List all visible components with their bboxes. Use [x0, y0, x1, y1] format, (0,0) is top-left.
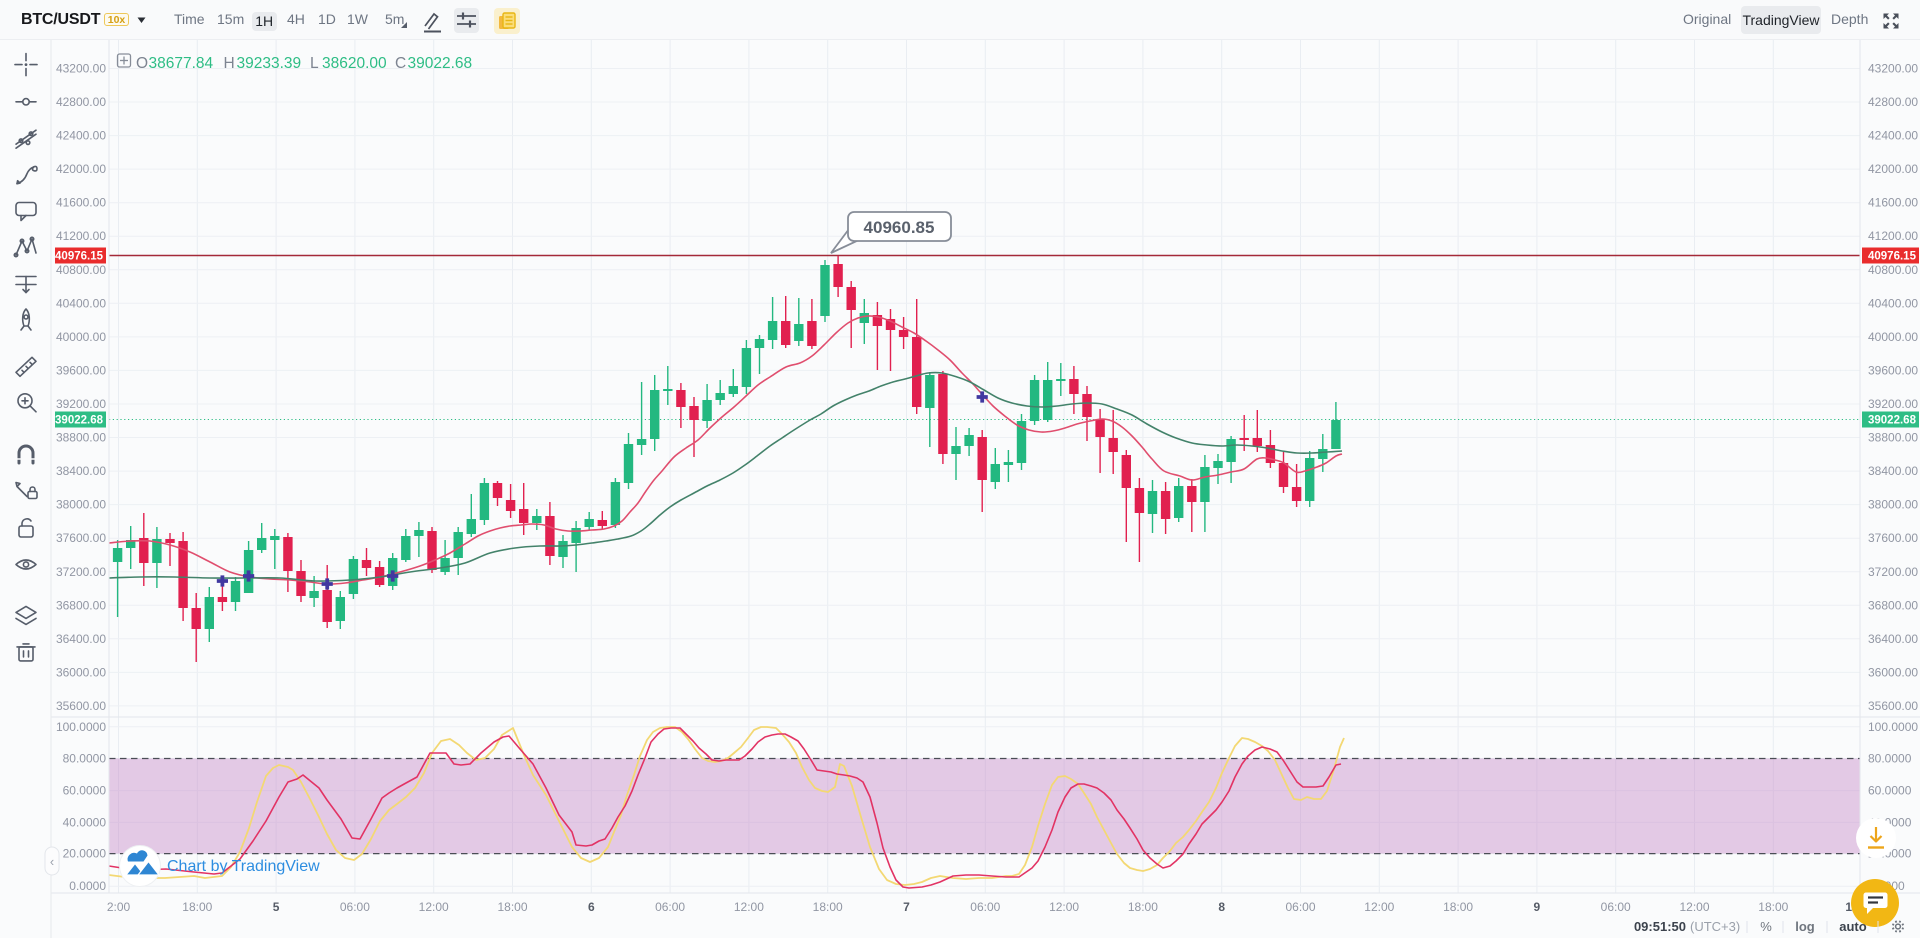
svg-text:18:00: 18:00 — [1443, 900, 1473, 914]
svg-text:38400.00: 38400.00 — [56, 464, 106, 478]
svg-text:06:00: 06:00 — [1285, 900, 1315, 914]
svg-text:37600.00: 37600.00 — [1868, 531, 1918, 545]
svg-text:36000.00: 36000.00 — [1868, 665, 1918, 679]
svg-text:42400.00: 42400.00 — [56, 129, 106, 143]
svg-text:18:00: 18:00 — [182, 900, 212, 914]
svg-text:42000.00: 42000.00 — [1868, 162, 1918, 176]
svg-text:12:00: 12:00 — [1679, 900, 1709, 914]
svg-text:39233.39: 39233.39 — [237, 55, 302, 72]
svg-text:12:00: 12:00 — [1049, 900, 1079, 914]
svg-text:38677.84: 38677.84 — [149, 55, 214, 72]
svg-text:Chart by TradingView: Chart by TradingView — [167, 858, 320, 875]
svg-text:06:00: 06:00 — [1601, 900, 1631, 914]
svg-text:60.0000: 60.0000 — [63, 784, 107, 798]
svg-text:36400.00: 36400.00 — [56, 632, 106, 646]
svg-text:39022.68: 39022.68 — [408, 55, 473, 72]
svg-text:8: 8 — [1218, 900, 1225, 914]
svg-text:09:51:50: 09:51:50 — [1634, 919, 1686, 934]
svg-text:35600.00: 35600.00 — [56, 699, 106, 713]
svg-text:H: H — [224, 55, 235, 72]
svg-text:36400.00: 36400.00 — [1868, 632, 1918, 646]
svg-text:80.0000: 80.0000 — [1868, 752, 1912, 766]
svg-text:100.0000: 100.0000 — [56, 720, 106, 734]
svg-text:L: L — [310, 55, 319, 72]
svg-text:auto: auto — [1839, 919, 1867, 934]
svg-text:38800.00: 38800.00 — [56, 431, 106, 445]
svg-text:38800.00: 38800.00 — [1868, 431, 1918, 445]
svg-text:40976.15: 40976.15 — [1868, 251, 1917, 263]
svg-text:06:00: 06:00 — [655, 900, 685, 914]
svg-text:41600.00: 41600.00 — [1868, 196, 1918, 210]
svg-text:43200.00: 43200.00 — [1868, 62, 1918, 76]
svg-text:(UTC+3): (UTC+3) — [1690, 919, 1740, 934]
svg-text:42400.00: 42400.00 — [1868, 129, 1918, 143]
svg-text:20.0000: 20.0000 — [63, 847, 107, 861]
svg-text:42800.00: 42800.00 — [1868, 95, 1918, 109]
svg-text:39600.00: 39600.00 — [1868, 363, 1918, 377]
svg-text:39022.68: 39022.68 — [55, 415, 104, 427]
svg-text:18:00: 18:00 — [497, 900, 527, 914]
svg-text:38620.00: 38620.00 — [322, 55, 387, 72]
svg-text:12:00: 12:00 — [419, 900, 449, 914]
svg-text:40.0000: 40.0000 — [63, 815, 107, 829]
svg-text:37600.00: 37600.00 — [56, 531, 106, 545]
svg-text:18:00: 18:00 — [1758, 900, 1788, 914]
svg-text:%: % — [1760, 919, 1772, 934]
svg-text:6: 6 — [588, 900, 595, 914]
svg-text:36000.00: 36000.00 — [56, 665, 106, 679]
svg-text:40960.85: 40960.85 — [864, 218, 935, 237]
svg-text:40800.00: 40800.00 — [56, 263, 106, 277]
svg-text:log: log — [1795, 919, 1815, 934]
svg-text:2:00: 2:00 — [107, 900, 131, 914]
svg-text:43200.00: 43200.00 — [56, 62, 106, 76]
svg-text:06:00: 06:00 — [340, 900, 370, 914]
svg-text:O: O — [136, 55, 148, 72]
svg-text:37200.00: 37200.00 — [1868, 565, 1918, 579]
svg-text:5: 5 — [273, 900, 280, 914]
svg-text:100.0000: 100.0000 — [1868, 720, 1918, 734]
svg-text:40976.15: 40976.15 — [55, 251, 104, 263]
svg-text:12:00: 12:00 — [734, 900, 764, 914]
svg-text:42800.00: 42800.00 — [56, 95, 106, 109]
svg-text:38000.00: 38000.00 — [56, 498, 106, 512]
svg-text:39022.68: 39022.68 — [1868, 415, 1917, 427]
svg-text:37200.00: 37200.00 — [56, 565, 106, 579]
svg-text:39600.00: 39600.00 — [56, 363, 106, 377]
svg-text:35600.00: 35600.00 — [1868, 699, 1918, 713]
svg-text:36800.00: 36800.00 — [1868, 598, 1918, 612]
svg-text:40000.00: 40000.00 — [1868, 330, 1918, 344]
svg-text:7: 7 — [903, 900, 910, 914]
svg-text:40400.00: 40400.00 — [56, 296, 106, 310]
svg-text:80.0000: 80.0000 — [63, 752, 107, 766]
svg-text:36800.00: 36800.00 — [56, 598, 106, 612]
svg-text:40000.00: 40000.00 — [56, 330, 106, 344]
svg-text:39200.00: 39200.00 — [56, 397, 106, 411]
svg-text:9: 9 — [1534, 900, 1541, 914]
svg-text:42000.00: 42000.00 — [56, 162, 106, 176]
svg-text:38000.00: 38000.00 — [1868, 498, 1918, 512]
svg-text:‹: ‹ — [50, 854, 54, 869]
svg-text:18:00: 18:00 — [1128, 900, 1158, 914]
svg-text:0.0000: 0.0000 — [69, 879, 106, 893]
svg-text:41600.00: 41600.00 — [56, 196, 106, 210]
svg-text:C: C — [395, 55, 406, 72]
svg-text:38400.00: 38400.00 — [1868, 464, 1918, 478]
svg-text:12:00: 12:00 — [1364, 900, 1394, 914]
svg-text:60.0000: 60.0000 — [1868, 784, 1912, 798]
svg-text:40800.00: 40800.00 — [1868, 263, 1918, 277]
svg-text:39200.00: 39200.00 — [1868, 397, 1918, 411]
svg-text:06:00: 06:00 — [970, 900, 1000, 914]
svg-text:40400.00: 40400.00 — [1868, 296, 1918, 310]
svg-text:18:00: 18:00 — [813, 900, 843, 914]
svg-text:41200.00: 41200.00 — [56, 229, 106, 243]
svg-text:41200.00: 41200.00 — [1868, 229, 1918, 243]
